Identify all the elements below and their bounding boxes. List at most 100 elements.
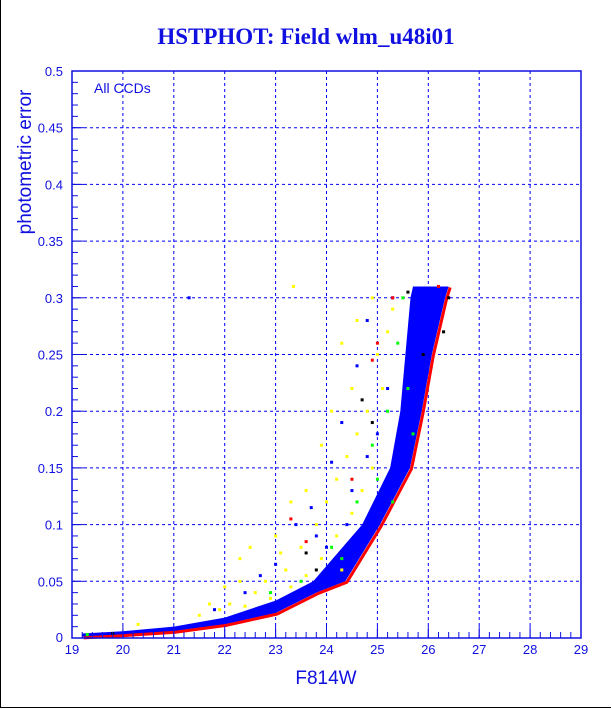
y-tick-label: 0.3 [45,291,63,306]
point-yellow [355,432,359,436]
point-blue [213,608,217,612]
point-yellow [370,296,374,300]
point-blue [187,296,191,300]
y-tick-label: 0.2 [45,404,63,419]
point-yellow [350,387,354,391]
point-green [370,443,374,447]
point-green [386,409,390,413]
annotation-all-ccds: All CCDs [94,80,151,96]
y-tick-label: 0.45 [38,121,63,136]
x-tick-label: 25 [370,642,384,657]
point-green [330,545,334,549]
point-green [411,432,415,436]
point-red [436,284,440,288]
y-tick-label: 0.05 [38,574,63,589]
point-black [304,551,308,555]
point-blue [330,460,334,464]
point-yellow [355,318,359,322]
x-axis-label: F814W [295,668,356,689]
point-black [447,296,451,300]
point-yellow [291,284,295,288]
point-yellow [238,557,242,561]
point-yellow [248,545,252,549]
point-yellow [197,613,201,617]
point-blue [375,432,379,436]
x-tick-label: 21 [167,642,181,657]
y-tick-label: 0.1 [45,518,63,533]
point-blue [325,545,328,549]
point-green [85,633,89,637]
x-tick-label: 22 [217,642,231,657]
point-black [406,290,410,294]
y-tick-label: 0 [56,630,63,645]
x-tick-label: 28 [523,642,537,657]
point-yellow [289,500,293,504]
point-blue [365,455,369,459]
point-green [299,579,303,583]
point-yellow [340,568,344,572]
point-yellow [274,534,278,538]
point-blue [340,421,344,425]
point-yellow [335,477,339,481]
point-red [350,477,354,481]
x-tick-label: 23 [268,642,282,657]
point-yellow [340,341,344,345]
point-blue [314,534,318,538]
point-blue [345,523,349,527]
point-blue [309,506,313,510]
dense-band-blue [82,286,449,637]
point-yellow [228,602,232,606]
point-yellow [279,551,283,555]
axis-ticks: 19 20 21 22 23 24 25 26 27 28 29 0 0.05 0.1 0.15 0.2 0.2… [38,64,589,657]
point-blue [294,523,298,527]
y-tick-label: 0.35 [38,234,63,249]
point-black [421,353,425,356]
point-yellow [330,409,334,413]
point-yellow [319,443,323,447]
x-tick-label: 27 [472,642,486,657]
point-yellow [299,545,303,549]
point-yellow [335,534,339,538]
point-yellow [304,489,308,493]
x-tick-label: 20 [116,642,130,657]
x-tick-label: 24 [319,642,333,657]
point-red [304,540,308,544]
point-blue [243,591,247,595]
chart-title: HSTPHOT: Field wlm_u48i01 [157,24,455,49]
point-yellow [304,574,308,578]
point-blue [274,562,278,566]
y-axis-label: photometric error [15,89,36,234]
point-yellow [136,622,140,626]
point-yellow [380,387,384,391]
point-black [314,568,318,572]
point-green [406,387,410,391]
dense-band [82,286,452,640]
point-yellow [375,353,379,356]
point-red [289,517,293,521]
point-yellow [365,409,369,413]
point-red [391,296,395,300]
y-tick-label: 0.4 [45,177,63,192]
data-points [85,284,451,637]
point-yellow [238,579,242,583]
y-tick-label: 0.25 [38,348,63,363]
y-tick-label: 0.5 [45,64,63,79]
point-black [370,421,374,425]
point-yellow [345,455,349,459]
point-yellow [391,307,395,311]
point-yellow [223,585,227,589]
point-yellow [269,596,273,600]
point-green [355,500,359,504]
point-black [360,398,364,402]
point-blue [365,318,369,322]
point-green [375,477,379,481]
grid-lines [72,71,581,638]
point-yellow [314,523,318,527]
point-blue [258,574,262,578]
point-green [269,591,273,595]
point-yellow [218,608,222,612]
dense-band-red-edge [83,287,452,640]
point-yellow [289,585,293,589]
